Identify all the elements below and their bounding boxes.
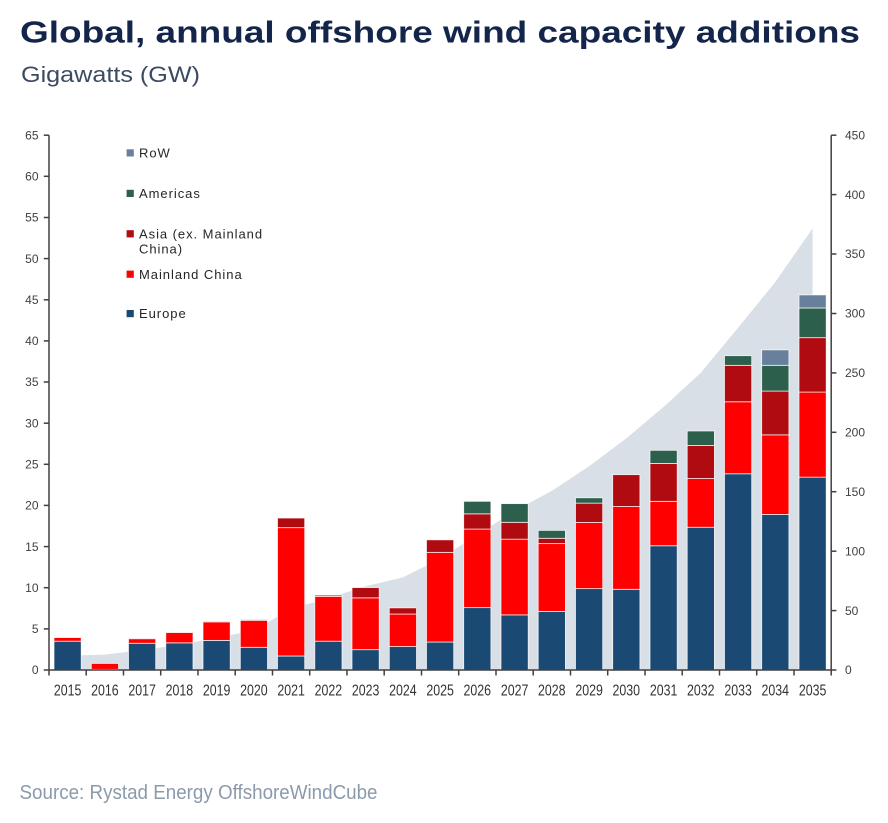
svg-text:Gigawatts (GW): Gigawatts (GW) [21,62,200,87]
svg-text:2029: 2029 [575,683,603,700]
svg-text:150: 150 [845,485,865,499]
svg-text:2024: 2024 [389,683,417,700]
svg-text:2035: 2035 [799,683,827,700]
svg-text:450: 450 [845,128,865,142]
svg-text:RoW: RoW [139,146,171,161]
svg-text:15: 15 [25,540,39,554]
svg-text:100: 100 [845,544,865,558]
svg-text:2025: 2025 [426,683,454,700]
svg-text:2021: 2021 [277,683,305,700]
svg-text:25: 25 [25,458,39,472]
svg-text:2017: 2017 [128,683,156,700]
svg-text:2015: 2015 [54,683,82,700]
svg-text:2034: 2034 [762,683,790,700]
svg-text:40: 40 [25,334,39,348]
svg-text:400: 400 [845,188,865,202]
svg-text:50: 50 [845,604,859,618]
svg-text:20: 20 [25,499,39,513]
svg-text:Asia (ex. Mainland: Asia (ex. Mainland [139,226,263,241]
svg-text:2028: 2028 [538,683,566,700]
svg-text:2016: 2016 [91,683,119,700]
svg-text:250: 250 [845,366,865,380]
svg-text:35: 35 [25,375,39,389]
svg-text:0: 0 [32,663,39,677]
svg-text:2019: 2019 [203,683,231,700]
svg-text:2020: 2020 [240,683,268,700]
svg-text:2033: 2033 [724,683,752,700]
svg-text:5: 5 [32,622,39,636]
svg-text:2026: 2026 [464,683,492,700]
svg-text:300: 300 [845,307,865,321]
svg-text:2022: 2022 [315,683,343,700]
svg-text:2027: 2027 [501,683,529,700]
svg-text:Americas: Americas [139,186,201,201]
svg-text:65: 65 [25,128,39,142]
svg-text:Europe: Europe [139,306,187,321]
svg-text:55: 55 [25,211,39,225]
svg-text:2032: 2032 [687,683,715,700]
svg-text:350: 350 [845,247,865,261]
svg-text:2023: 2023 [352,683,380,700]
svg-text:10: 10 [25,581,39,595]
svg-text:2031: 2031 [650,683,678,700]
svg-text:Source: Rystad Energy Offshore: Source: Rystad Energy OffshoreWindCube [20,781,378,804]
svg-text:45: 45 [25,293,39,307]
svg-text:2030: 2030 [613,683,641,700]
svg-text:50: 50 [25,252,39,266]
svg-text:China): China) [139,242,183,257]
svg-text:0: 0 [845,663,852,677]
svg-text:30: 30 [25,416,39,430]
svg-text:2018: 2018 [166,683,194,700]
svg-text:60: 60 [25,170,39,184]
svg-text:Global, annual offshore wind c: Global, annual offshore wind capacity ad… [20,16,860,50]
svg-text:Mainland China: Mainland China [139,267,243,282]
svg-text:200: 200 [845,426,865,440]
